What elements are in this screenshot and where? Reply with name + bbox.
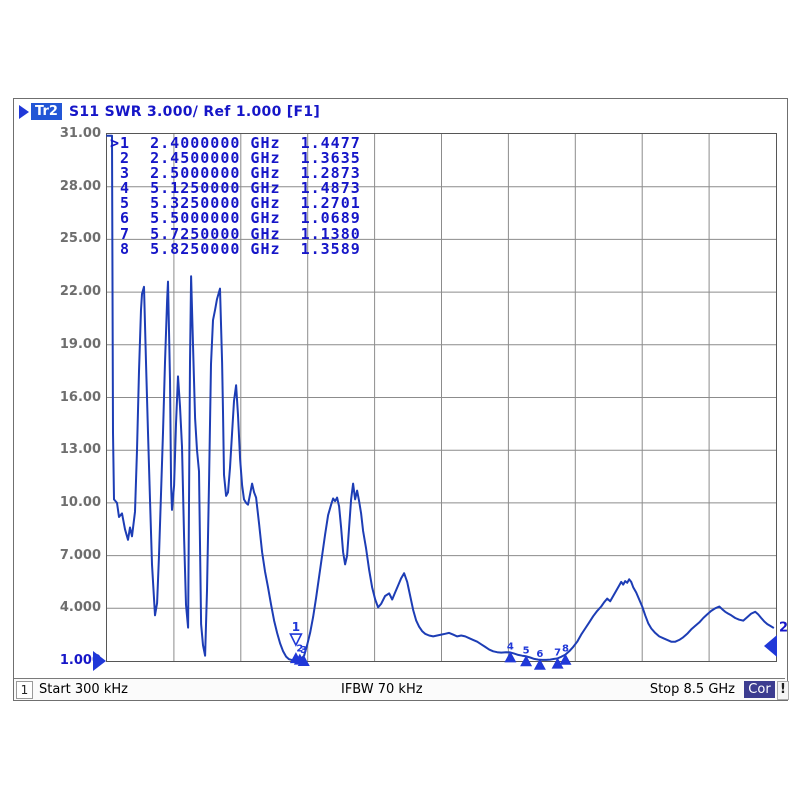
marker-table-row: 2 2.4500000 GHz 1.3635 — [110, 149, 361, 168]
status-bar: 1 Start 300 kHz IFBW 70 kHz Stop 8.5 GHz… — [14, 678, 789, 700]
y-axis-label: 19.00 — [59, 336, 101, 352]
marker-8[interactable]: 8 — [559, 644, 572, 665]
marker-4[interactable]: 4 — [504, 641, 517, 663]
marker-triangle-icon — [297, 655, 310, 666]
alert-indicator: ! — [777, 681, 789, 700]
stop-frequency-field[interactable]: Stop 8.5 GHz — [649, 682, 735, 697]
marker-table-row: 6 5.5000000 GHz 1.0689 — [110, 209, 361, 228]
marker-number: 1 — [292, 620, 300, 634]
analyzer-screen: Tr2 S11 SWR 3.000/ Ref 1.000 [F1] 31.00 2… — [13, 98, 789, 701]
marker-readout-table: >1 2.4000000 GHz 1.4477 2 2.4500000 GHz … — [110, 134, 361, 258]
y-axis-label: 22.00 — [59, 284, 101, 300]
y-axis-label: 13.00 — [59, 442, 101, 458]
y-axis-label: 7.000 — [59, 547, 101, 563]
active-trace-arrow-icon — [19, 105, 29, 119]
marker-triangle-icon — [533, 658, 546, 670]
y-axis-label: 25.00 — [59, 231, 101, 247]
marker-7[interactable]: 7 — [551, 648, 564, 669]
right-edge-pointer-icon[interactable] — [764, 635, 777, 657]
active-marker-pointer-icon — [289, 633, 303, 647]
marker-number: 4 — [507, 641, 514, 652]
marker-3[interactable]: 3 — [297, 645, 310, 666]
y-axis-label: 16.00 — [59, 389, 101, 405]
trace-selector-button[interactable]: Tr2 — [31, 103, 62, 120]
marker-table-row: >1 2.4000000 GHz 1.4477 — [110, 134, 361, 152]
swr-trace-chart: 123 4 5 6 7 82 — [93, 134, 788, 671]
marker-number: 5 — [523, 645, 530, 656]
marker-number: 2 — [296, 644, 303, 655]
marker-table-row: 7 5.7250000 GHz 1.1380 — [110, 224, 361, 243]
marker-triangle-icon — [559, 653, 572, 665]
y-axis-label: 10.00 — [59, 494, 101, 510]
marker-table-row: 5 5.3250000 GHz 1.2701 — [110, 194, 361, 213]
correction-status-badge: Cor — [744, 681, 775, 698]
marker-table-row: 3 2.5000000 GHz 1.2873 — [110, 164, 361, 183]
marker-number: 7 — [554, 648, 561, 659]
ifbw-field[interactable]: IFBW 70 kHz — [341, 682, 423, 697]
marker-triangle-icon — [504, 651, 517, 663]
ref-level-pointer-icon[interactable] — [93, 651, 106, 671]
start-frequency-field[interactable]: Start 300 kHz — [39, 682, 128, 697]
grid-lines — [107, 134, 776, 661]
y-axis-label: 28.00 — [59, 178, 101, 194]
marker-triangle-icon — [520, 655, 533, 667]
swr-trace — [106, 134, 775, 662]
channel-indicator: 1 — [16, 681, 33, 699]
marker-number: 3 — [300, 645, 307, 656]
marker-6[interactable]: 6 — [533, 649, 546, 670]
marker-triangle-icon — [551, 657, 564, 669]
marker-table-row: 8 5.8250000 GHz 1.3589 — [110, 239, 361, 258]
y-axis-label: 31.00 — [59, 126, 101, 141]
marker-5[interactable]: 5 — [520, 645, 533, 667]
marker-table-row: 4 5.1250000 GHz 1.4873 — [110, 179, 361, 198]
marker-number: 6 — [536, 649, 543, 660]
y-axis-ref-label: 1.000 — [59, 653, 101, 668]
trace-end-label: 2 — [779, 621, 788, 636]
y-axis-label: 4.000 — [59, 600, 101, 616]
marker-number: 8 — [562, 644, 569, 655]
measurement-title[interactable]: S11 SWR 3.000/ Ref 1.000 [F1] — [69, 104, 321, 120]
